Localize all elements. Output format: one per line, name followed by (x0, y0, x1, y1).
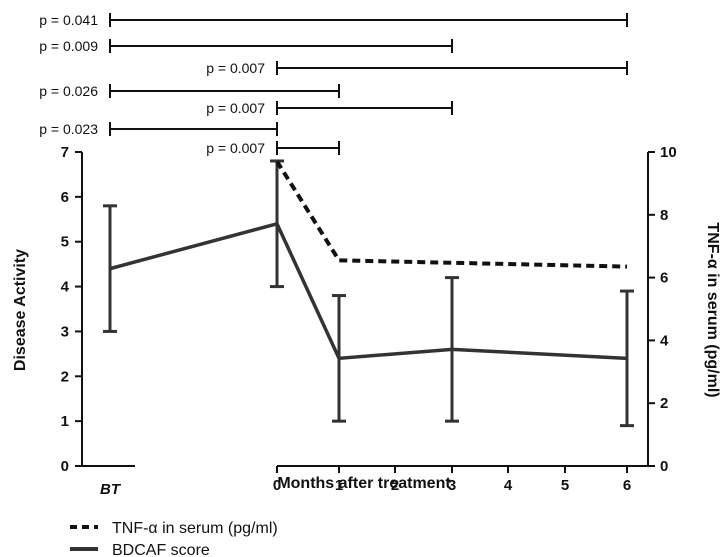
y-right-tick-label: 8 (660, 207, 668, 224)
y-left-tick-label: 6 (61, 189, 69, 206)
y-left-tick-label: 7 (61, 144, 69, 161)
y-right-tick-label: 2 (660, 395, 668, 412)
p-value-label: p = 0.007 (206, 140, 265, 156)
x-tick-label: 3 (448, 477, 456, 494)
p-value-label: p = 0.007 (206, 60, 265, 76)
series-line-tnf (275, 160, 628, 269)
series-line-bdcaf (109, 221, 628, 361)
y-axis-left-title: Disease Activity (12, 249, 29, 371)
p-value-label: p = 0.009 (39, 38, 98, 54)
p-value-label: p = 0.026 (39, 83, 98, 99)
x-tick-label: BT (100, 481, 122, 498)
x-tick-label: 0 (273, 477, 281, 494)
p-value-label: p = 0.007 (206, 100, 265, 116)
x-axis-title: Months after treatment (277, 475, 451, 492)
y-left-tick-label: 1 (61, 413, 69, 430)
legend-label-bdcaf: BDCAF score (112, 542, 210, 557)
p-value-brackets: p = 0.041 p = 0.009 p = 0.007 p = 0.026 p = … (39, 12, 628, 156)
legend-label-tnf: TNF-α in serum (pg/ml) (112, 520, 278, 537)
y-left-tick-label: 3 (61, 323, 69, 340)
x-tick-label: 5 (561, 477, 569, 494)
x-tick-label: 6 (623, 477, 631, 494)
y-right-tick-label: 10 (660, 144, 677, 161)
y-right-tick-label: 6 (660, 270, 668, 287)
x-tick-label: 1 (335, 477, 343, 494)
y-left-tick-label: 4 (61, 279, 70, 296)
y-right-tick-label: 4 (660, 332, 669, 349)
y-left-tick-label: 2 (61, 368, 69, 385)
x-tick-label: 4 (504, 477, 513, 494)
legend: TNF-α in serum (pg/ml) BDCAF score (70, 520, 278, 557)
y-axis-right-title: TNF-α in serum (pg/ml) (704, 222, 721, 397)
y-right-tick-label: 0 (660, 458, 668, 475)
p-value-label: p = 0.023 (39, 121, 98, 137)
error-bars (103, 159, 634, 428)
y-left-tick-label: 0 (61, 458, 69, 475)
y-left-tick-label: 5 (61, 234, 69, 251)
p-value-label: p = 0.041 (39, 12, 98, 28)
x-tick-label: 2 (391, 477, 399, 494)
axes: 0 1 2 3 4 5 6 7 0 2 4 6 8 10 BT 0 1 2 3 4 5 6 (61, 144, 677, 498)
series-lines (109, 160, 628, 361)
